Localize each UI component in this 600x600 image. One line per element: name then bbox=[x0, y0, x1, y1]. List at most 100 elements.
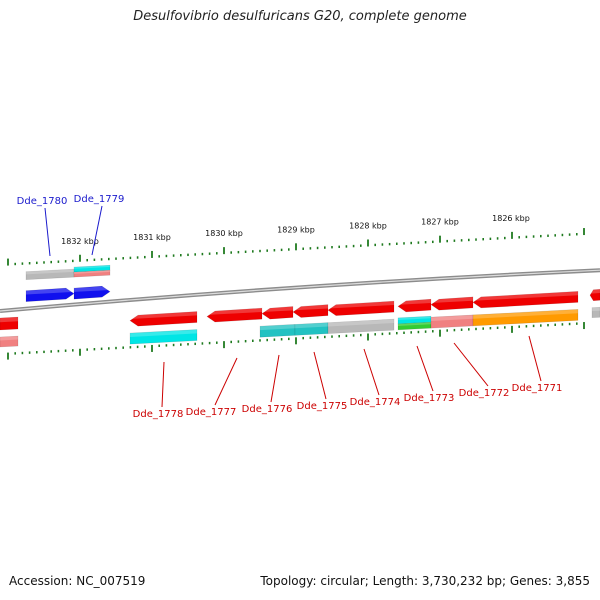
gene-dde-1778-shine bbox=[130, 311, 197, 319]
gene-1779-annot-pink-shine bbox=[74, 270, 110, 274]
tick-marks-bottom bbox=[7, 322, 585, 360]
gene-dde-1779-body bbox=[73, 285, 111, 300]
gene-left-partial-annot-body bbox=[0, 335, 19, 348]
gene-dde-1771-shine bbox=[473, 291, 578, 301]
gene-dde-1777 bbox=[206, 307, 263, 323]
gene-1774-annot-body bbox=[327, 318, 395, 334]
tick-labels: 1832 kbp 1831 kbp 1830 kbp 1829 kbp 1828 kbp… bbox=[61, 214, 530, 246]
gene-label-bottom: Dde_1774 bbox=[350, 397, 401, 408]
label-leader-bottom bbox=[363, 348, 380, 396]
gene-1778-annot-body bbox=[129, 329, 198, 345]
gene-left-partial-shine bbox=[0, 317, 18, 323]
gene-dde-1773 bbox=[397, 298, 432, 313]
gene-dde-1780-shine bbox=[26, 288, 74, 295]
tick-label: 1830 kbp bbox=[205, 229, 243, 238]
label-leader-top bbox=[91, 205, 103, 256]
label-leader-bottom bbox=[270, 354, 280, 403]
gene-dde-1772-body bbox=[430, 296, 474, 311]
genome-title: Desulfovibrio desulfuricans G20, complet… bbox=[133, 9, 467, 24]
label-leader-bottom bbox=[453, 342, 489, 387]
gene-left-partial-annot-shine bbox=[0, 336, 18, 341]
gene-1775-annot-shine bbox=[295, 322, 328, 329]
gene-label-bottom: Dde_1772 bbox=[459, 388, 510, 399]
gene-label-bottom: Dde_1773 bbox=[404, 393, 455, 404]
gene-label-bottom: Dde_1777 bbox=[186, 407, 237, 418]
gene-right-partial-shine bbox=[590, 289, 600, 294]
gene-right-partial-body bbox=[589, 288, 600, 302]
gene-dde-1771-body bbox=[472, 291, 579, 309]
tick-marks-top bbox=[7, 228, 585, 266]
gene-dde-1775 bbox=[292, 304, 329, 318]
tick-label: 1832 kbp bbox=[61, 237, 99, 246]
gene-1773-annot-cyan bbox=[397, 315, 432, 325]
gene-dde-1772 bbox=[430, 296, 474, 311]
gene-1776-annot-shine bbox=[260, 324, 295, 331]
gene-label-leaders bbox=[44, 205, 542, 408]
gene-dde-1775-shine bbox=[293, 304, 328, 311]
gene-1773-annot-cyan-shine bbox=[398, 316, 431, 321]
gene-dde-1778-body bbox=[129, 311, 198, 327]
gene-dde-1774-body bbox=[327, 300, 395, 316]
gene-features bbox=[0, 264, 600, 348]
gene-dde-1774 bbox=[327, 300, 395, 316]
gene-dde-1776-shine bbox=[262, 306, 293, 312]
gene-1779-annot-cyan bbox=[73, 264, 111, 273]
gene-1778-annot bbox=[129, 329, 198, 345]
gene-left-partial-body bbox=[0, 316, 19, 331]
gene-dde-1780-body bbox=[25, 287, 75, 302]
gene-1779-annot-pink bbox=[73, 269, 111, 278]
gene-dde-1778 bbox=[129, 311, 198, 327]
gene-1776-annot bbox=[259, 324, 296, 338]
gene-dde-1779 bbox=[73, 285, 111, 300]
label-leader-bottom bbox=[161, 361, 165, 408]
label-leader-bottom bbox=[214, 357, 238, 406]
gene-labels: Dde_1780 Dde_1779 Dde_1778 Dde_1777 Dde_1776… bbox=[17, 194, 563, 420]
gene-right-partial-annot-shine bbox=[592, 307, 600, 312]
gene-right-partial bbox=[589, 288, 600, 302]
gene-1779-annot-cyan-shine bbox=[74, 265, 110, 269]
gene-label-bottom: Dde_1771 bbox=[512, 383, 563, 394]
genome-backbone bbox=[0, 268, 600, 313]
label-leader-bottom bbox=[313, 351, 327, 400]
gene-label-bottom: Dde_1778 bbox=[133, 409, 184, 420]
gene-1774-annot-shine bbox=[328, 319, 394, 327]
tick-label: 1828 kbp bbox=[349, 221, 387, 230]
gene-dde-1772-shine bbox=[431, 296, 473, 304]
gene-1773-annot-green bbox=[397, 321, 432, 331]
gene-1780-annot bbox=[25, 268, 75, 280]
gene-1771-annot bbox=[472, 309, 579, 327]
gene-1774-annot bbox=[327, 318, 395, 334]
gene-dde-1773-shine bbox=[398, 299, 431, 305]
gene-1780-annot-shine bbox=[26, 269, 74, 275]
label-leader-top bbox=[44, 207, 51, 257]
gene-right-partial-annot bbox=[591, 306, 600, 318]
tick-label: 1829 kbp bbox=[277, 225, 315, 234]
gene-1773-annot-green-shine bbox=[398, 322, 431, 327]
gene-dde-1780 bbox=[25, 287, 75, 302]
gene-dde-1771 bbox=[472, 291, 579, 309]
gene-dde-1776 bbox=[261, 306, 294, 320]
gene-left-partial bbox=[0, 316, 19, 331]
tick-label: 1827 kbp bbox=[421, 218, 459, 227]
gene-dde-1777-body bbox=[206, 307, 263, 323]
gene-dde-1776-body bbox=[261, 306, 294, 320]
gene-1771-annot-body bbox=[472, 309, 579, 327]
gene-dde-1774-shine bbox=[328, 301, 394, 309]
gene-left-partial-annot bbox=[0, 335, 19, 348]
accession-text: Accession: NC_007519 bbox=[9, 574, 146, 588]
tick-label: 1826 kbp bbox=[492, 214, 530, 223]
label-leader-bottom bbox=[416, 345, 434, 392]
gene-label-bottom: Dde_1775 bbox=[297, 401, 348, 412]
gene-dde-1777-shine bbox=[207, 308, 262, 315]
gene-dde-1775-body bbox=[292, 304, 329, 318]
tick-label: 1831 kbp bbox=[133, 233, 171, 242]
gene-label-top: Dde_1779 bbox=[74, 194, 125, 205]
gene-dde-1779-shine bbox=[74, 286, 110, 292]
gene-1771-annot-shine bbox=[473, 309, 578, 319]
label-leader-bottom bbox=[528, 335, 542, 382]
genome-summary-text: Topology: circular; Length: 3,730,232 bp… bbox=[260, 574, 590, 588]
gene-label-bottom: Dde_1776 bbox=[242, 404, 293, 415]
gene-1772-annot-shine bbox=[431, 314, 473, 322]
gene-1775-annot bbox=[294, 322, 329, 336]
